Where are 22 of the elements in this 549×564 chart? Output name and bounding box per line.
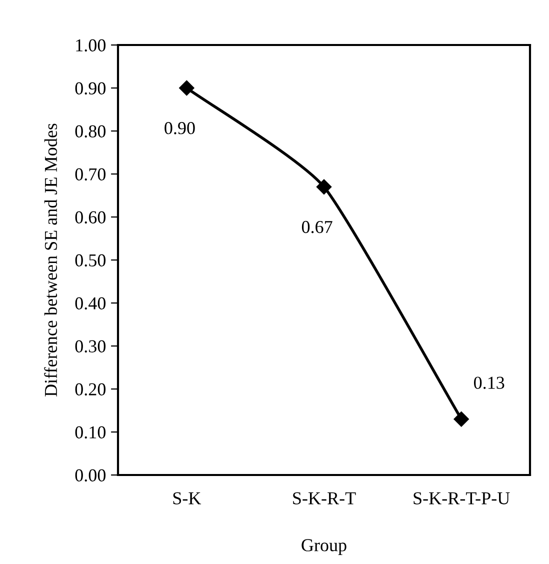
y-tick-label: 0.20	[75, 383, 106, 396]
point	[454, 412, 469, 427]
y-axis-title: Difference between SE and JE Modes	[44, 124, 58, 396]
y-tick-label: 0.90	[75, 82, 106, 95]
y-tick-label: 0.60	[75, 211, 106, 224]
y-tick-label: 0.70	[75, 168, 106, 181]
x-axis-title: Group	[302, 539, 346, 555]
x-tick-label: S-K-R-T-P-U	[414, 492, 510, 504]
data-label: 0.90	[164, 122, 195, 134]
y-tick-label: 0.40	[75, 297, 106, 310]
data-label: 0.67	[302, 220, 332, 234]
y-tick-label: 0.80	[75, 125, 106, 138]
x-tick-label: S-K-R-T	[293, 492, 356, 504]
y-tick-label: 0.50	[75, 254, 106, 267]
point	[179, 80, 194, 96]
point	[316, 179, 332, 194]
y-tick-label: 0.00	[75, 469, 106, 482]
x-tick-label: S-K	[173, 492, 202, 504]
data-label: 0.13	[474, 376, 504, 389]
y-tick-label: 0.30	[75, 340, 106, 353]
y-tick-label: 0.10	[75, 426, 106, 439]
y-tick-label: 1.00	[76, 39, 106, 52]
